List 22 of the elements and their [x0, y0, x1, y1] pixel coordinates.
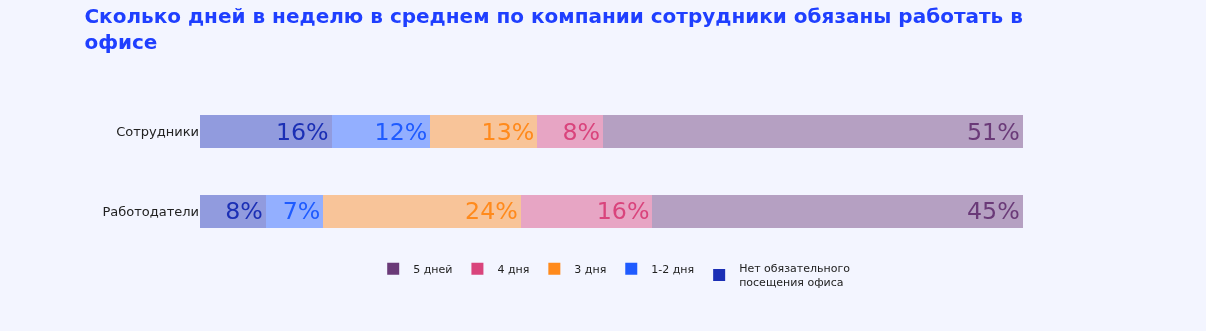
data-label: 45% — [966, 197, 1020, 226]
data-label: 24% — [465, 197, 518, 226]
y-tick-label: Сотрудники — [116, 124, 199, 140]
data-label: 8% — [562, 117, 601, 146]
data-label: 7% — [282, 197, 321, 226]
data-label: 8% — [225, 197, 263, 226]
bar — [652, 194, 1023, 228]
bar — [200, 115, 332, 149]
legend-label: 3 дня — [574, 262, 607, 276]
bar — [603, 115, 1023, 149]
legend-label: 5 дней — [413, 262, 453, 276]
data-label: 16% — [596, 197, 650, 226]
legend-label: 4 дня — [497, 262, 530, 276]
bar — [323, 194, 521, 228]
data-label: 12% — [374, 117, 428, 146]
legend-label: 1-2 дня — [651, 262, 695, 276]
data-label: 16% — [275, 117, 329, 146]
data-label: 13% — [481, 117, 535, 146]
data-label: 51% — [966, 117, 1020, 146]
legend-label: Нет обязательного посещения офиса — [739, 262, 851, 290]
chart-title: Сколько дней в неделю в среднем по компании сотрудники обязаны работать в офисе — [84, 4, 1023, 55]
y-tick-label: Работодатели — [102, 203, 199, 219]
